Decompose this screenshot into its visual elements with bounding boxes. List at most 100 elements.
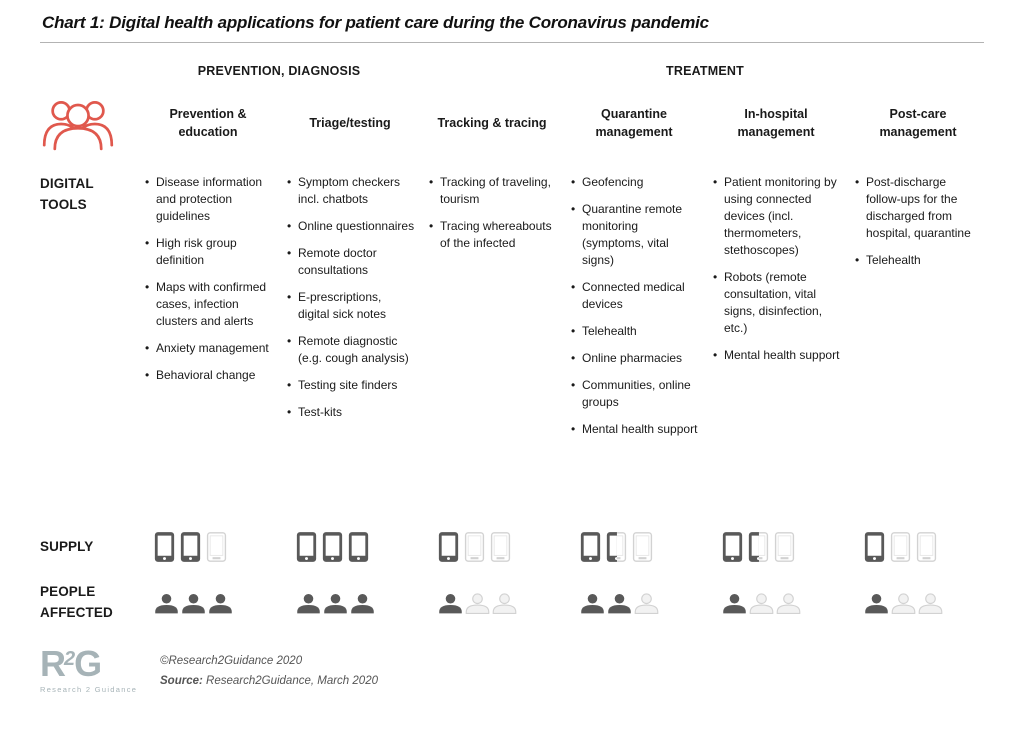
tool-item: Online questionnaires <box>287 218 416 235</box>
row-label-supply: SUPPLY <box>40 538 94 554</box>
tool-item: Quarantine remote monitoring (symptoms, … <box>571 201 700 269</box>
chart-title: Chart 1: Digital health applications for… <box>42 13 709 32</box>
title-divider <box>40 42 984 43</box>
phone-icon-dark <box>348 532 369 562</box>
person-icon-dark <box>581 593 604 613</box>
people-icons-2 <box>284 593 416 614</box>
people-icons-6 <box>852 592 984 614</box>
section-header-prevention-diagnosis: PREVENTION, DIAGNOSIS <box>197 64 361 78</box>
source-line: Source: Research2Guidance, March 2020 <box>160 671 378 691</box>
footer: R2G Research 2 Guidance ©Research2Guidan… <box>40 643 984 695</box>
phone-icon-dark <box>180 532 201 562</box>
phone-icon-light <box>206 532 227 562</box>
person-icon-dark <box>182 593 205 613</box>
tool-item: Anxiety management <box>145 340 274 357</box>
tool-item: E-prescriptions, digital sick notes <box>287 289 416 323</box>
people-icons-4 <box>568 592 700 614</box>
phone-icon-dark <box>154 532 175 562</box>
person-icon-dark <box>723 593 746 613</box>
source-label: Source: <box>160 675 203 688</box>
phone-icon-dark <box>322 532 343 562</box>
tool-item: Telehealth <box>571 323 700 340</box>
tool-item: Telehealth <box>855 252 984 269</box>
supply-icons-5 <box>710 531 842 563</box>
column-header-row: Prevention & education Triage/testing Trac… <box>40 86 984 160</box>
digital-tools-list-6: Post-discharge follow-ups for the discha… <box>852 174 984 279</box>
phone-icon-light <box>916 532 937 562</box>
digital-tools-list-4: Geofencing Quarantine remote monitoring (… <box>568 174 700 448</box>
supply-icons-2 <box>284 531 416 563</box>
person-icon-light <box>465 592 490 614</box>
phone-icon-light <box>890 532 911 562</box>
digital-tools-list-1: Disease information and protection guide… <box>142 174 274 394</box>
tool-item: Remote diagnostic (e.g. cough analysis) <box>287 333 416 367</box>
tool-item: Testing site finders <box>287 377 416 394</box>
source-text: Research2Guidance, March 2020 <box>202 675 378 688</box>
tool-item: Robots (remote consultation, vital signs… <box>713 269 842 337</box>
tool-item: Maps with confirmed cases, infection clu… <box>145 279 274 330</box>
person-icon-dark <box>351 593 374 613</box>
person-icon-light <box>891 592 916 614</box>
column-header-6: Post-care management <box>879 106 957 139</box>
digital-tools-row: DIGITAL TOOLS Disease information and pr… <box>40 174 984 522</box>
digital-tools-list-3: Tracking of traveling, tourism Tracing wh… <box>426 174 558 262</box>
tool-item: Connected medical devices <box>571 279 700 313</box>
person-icon-dark <box>297 593 320 613</box>
people-affected-row: PEOPLE AFFECTED <box>40 576 984 630</box>
phone-icon-dark <box>296 532 317 562</box>
r2g-logo-subtext: Research 2 Guidance <box>40 685 138 694</box>
section-header-treatment: TREATMENT <box>666 64 744 78</box>
credits: ©Research2Guidance 2020 Source: Research… <box>160 646 378 691</box>
digital-tools-list-5: Patient monitoring by using connected de… <box>710 174 842 374</box>
phone-icon-half <box>748 532 769 562</box>
phone-icon-dark <box>864 532 885 562</box>
supply-icons-1 <box>142 531 274 563</box>
corner-cell <box>40 95 132 151</box>
tool-item: Tracking of traveling, tourism <box>429 174 558 208</box>
person-icon-dark <box>608 593 631 613</box>
tool-item: Mental health support <box>713 347 842 364</box>
tool-item: Geofencing <box>571 174 700 191</box>
person-icon-light <box>918 592 943 614</box>
tool-item: Remote doctor consultations <box>287 245 416 279</box>
phone-icon-dark <box>580 532 601 562</box>
tool-item: High risk group definition <box>145 235 274 269</box>
phone-icon-light <box>490 532 511 562</box>
column-header-1: Prevention & education <box>169 106 247 139</box>
column-header-4: Quarantine management <box>595 106 673 139</box>
person-icon-dark <box>439 593 462 613</box>
supply-icons-4 <box>568 531 700 563</box>
tool-item: Test-kits <box>287 404 416 421</box>
r2g-logo-mark: R2G <box>40 643 102 684</box>
person-icon-light <box>492 592 517 614</box>
supply-row: SUPPLY <box>40 522 984 572</box>
phone-icon-light <box>632 532 653 562</box>
person-icon-light <box>634 592 659 614</box>
supply-icons-6 <box>852 531 984 563</box>
person-icon-dark <box>155 593 178 613</box>
column-header-3: Tracking & tracing <box>437 115 547 130</box>
digital-tools-list-2: Symptom checkers incl. chatbots Online qu… <box>284 174 416 431</box>
person-icon-light <box>749 592 774 614</box>
people-icons-5 <box>710 592 842 614</box>
people-icons-3 <box>426 592 558 614</box>
people-group-icon <box>42 101 114 151</box>
phone-icon-light <box>774 532 795 562</box>
tool-item: Patient monitoring by using connected de… <box>713 174 842 259</box>
person-icon-dark <box>865 593 888 613</box>
tool-item: Online pharmacies <box>571 350 700 367</box>
row-label-people-affected: PEOPLE AFFECTED <box>40 584 113 620</box>
phone-icon-half <box>606 532 627 562</box>
column-header-5: In-hospital management <box>737 106 815 139</box>
person-icon-light <box>776 592 801 614</box>
tool-item: Post-discharge follow-ups for the discha… <box>855 174 984 242</box>
column-header-2: Triage/testing <box>309 115 391 130</box>
tool-item: Tracing whereabouts of the infected <box>429 218 558 252</box>
r2g-logo: R2G Research 2 Guidance <box>40 643 148 695</box>
phone-icon-dark <box>438 532 459 562</box>
section-header-row: PREVENTION, DIAGNOSIS TREATMENT <box>40 64 984 78</box>
tool-item: Disease information and protection guide… <box>145 174 274 225</box>
tool-item: Behavioral change <box>145 367 274 384</box>
person-icon-dark <box>209 593 232 613</box>
phone-icon-dark <box>722 532 743 562</box>
